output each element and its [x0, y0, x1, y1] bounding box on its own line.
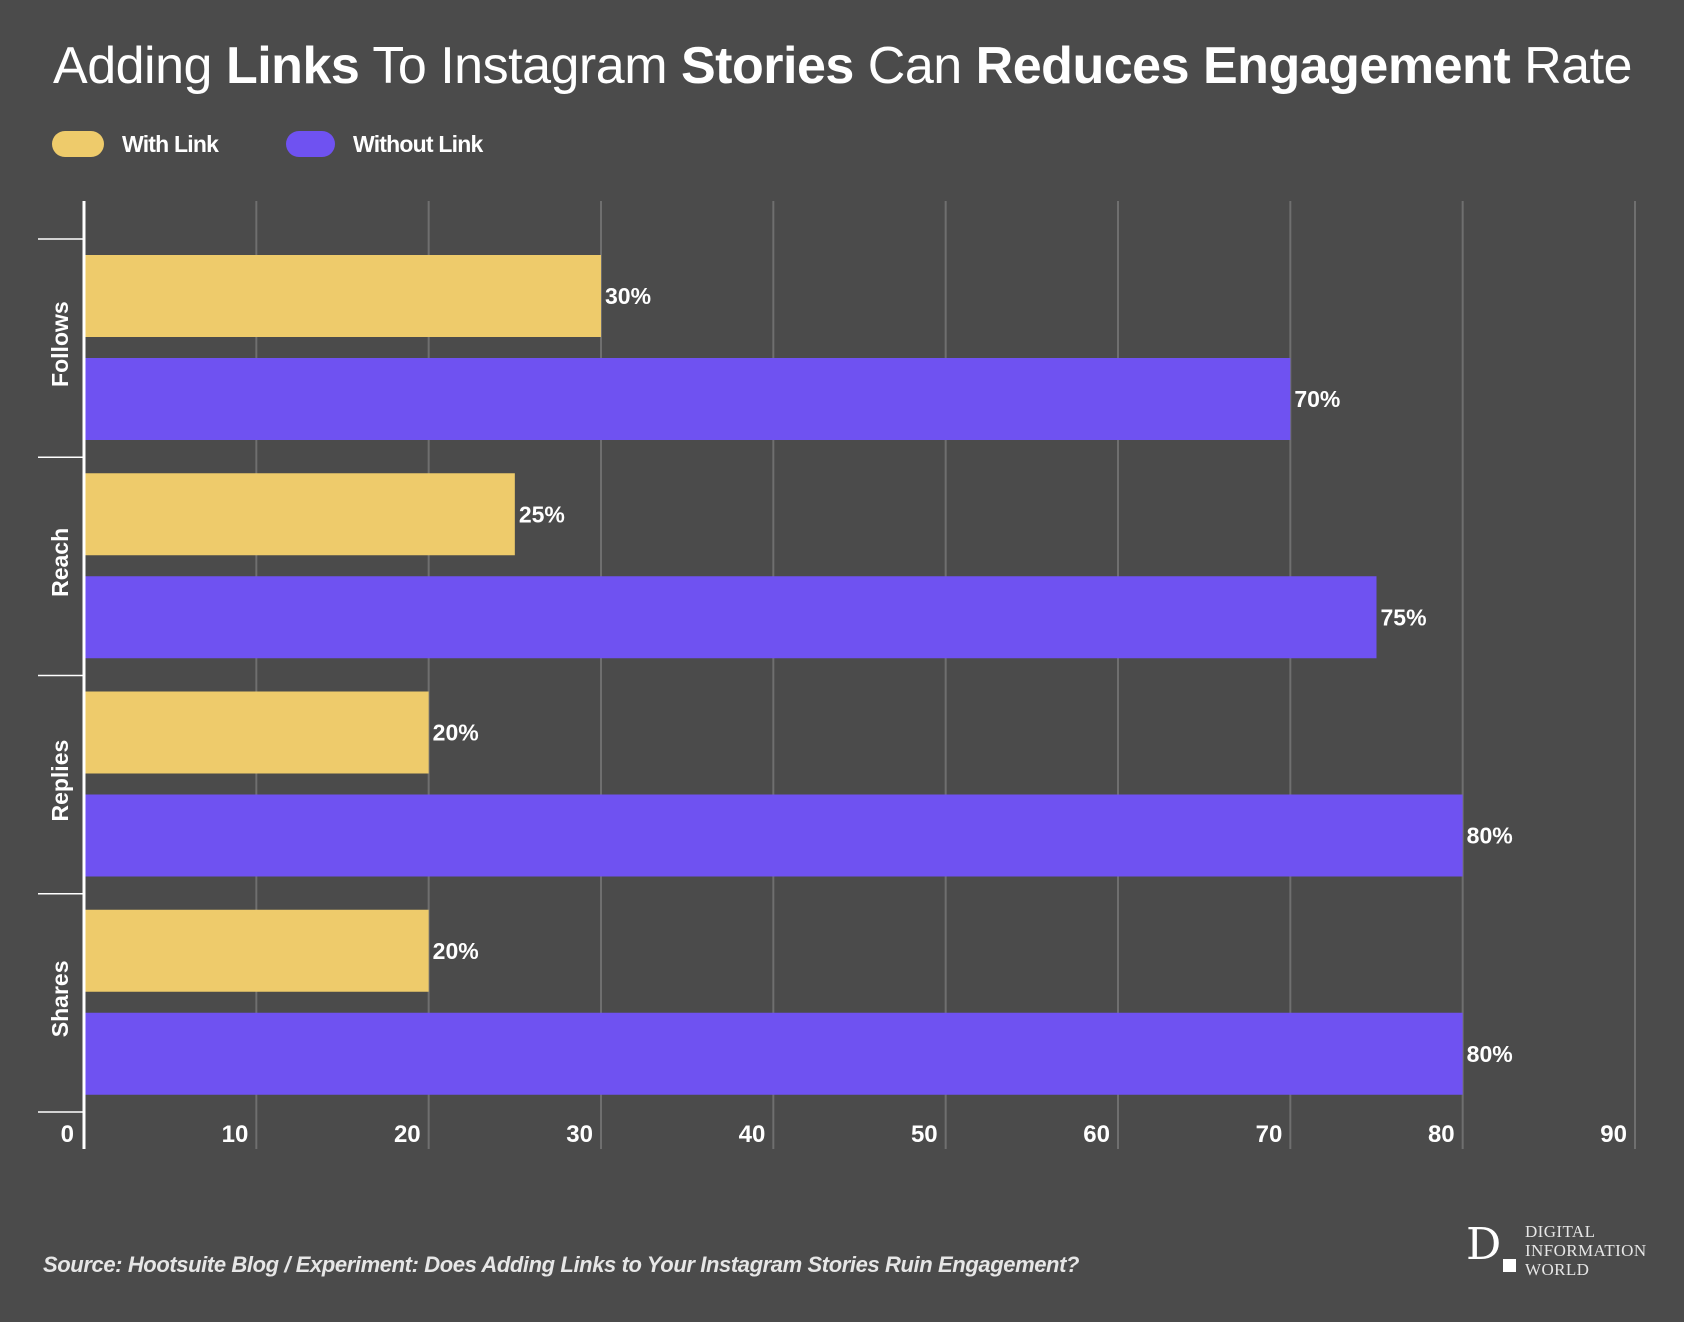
bar-value-label: 70%: [1294, 386, 1340, 412]
x-tick-label: 80: [1428, 1121, 1455, 1148]
title-part: Reduces Engagement: [975, 37, 1511, 95]
category-label: Shares: [47, 961, 73, 1038]
title-part: To Instagram: [359, 37, 681, 95]
bar-value-label: 20%: [433, 938, 479, 964]
bar-with-link: [85, 473, 515, 556]
bar-with-link: [85, 691, 429, 774]
title-part: Rate: [1510, 37, 1633, 95]
title-part: Can: [853, 37, 976, 95]
bar-with-link: [85, 255, 601, 337]
legend-label-without-link: Without Link: [353, 131, 483, 157]
gridlines: [255, 201, 1636, 1149]
source-note: Source: Hootsuite Blog / Experiment: Doe…: [43, 1252, 1080, 1277]
bar-without-link: [85, 1012, 1463, 1095]
category-label: Replies: [47, 740, 73, 822]
legend-swatch-with-link: [52, 131, 104, 157]
x-tick-label: 0: [61, 1121, 74, 1148]
bar-without-link: [85, 794, 1463, 877]
x-tick-label: 90: [1600, 1121, 1627, 1148]
x-tick-label: 70: [1256, 1121, 1283, 1148]
bar-value-label: 20%: [433, 720, 479, 746]
bar-value-labels: 30% 70% 25% 75% 20% 80% 20% 80%: [433, 283, 1513, 1067]
bar-without-link: [85, 358, 1291, 440]
legend-label-with-link: With Link: [122, 131, 219, 157]
bar-value-label: 25%: [519, 501, 565, 527]
bars: [85, 255, 1463, 1095]
x-tick-labels: 0 10 20 30 40 50 60 70 80 90: [61, 1121, 1627, 1148]
x-tick-label: 20: [394, 1121, 421, 1148]
axes: [38, 201, 86, 1149]
logo-square-icon: [1503, 1259, 1516, 1272]
bar-value-label: 75%: [1381, 604, 1427, 630]
category-label: Reach: [47, 528, 73, 597]
x-tick-label: 10: [222, 1121, 249, 1148]
logo-wordmark: DIGITAL INFORMATION WORLD: [1525, 1222, 1647, 1279]
category-labels: Follows Reach Replies Shares: [47, 301, 73, 1037]
x-tick-label: 40: [739, 1121, 766, 1148]
chart-title: Adding Links To Instagram Stories Can Re…: [53, 36, 1632, 96]
logo-line: WORLD: [1525, 1260, 1590, 1279]
bar-with-link: [85, 909, 429, 992]
category-label: Follows: [47, 301, 73, 387]
x-tick-label: 30: [566, 1121, 593, 1148]
x-tick-label: 50: [911, 1121, 938, 1148]
bar-value-label: 80%: [1467, 1041, 1513, 1067]
x-tick-label: 60: [1083, 1121, 1110, 1148]
bar-value-label: 30%: [605, 283, 651, 309]
bar-without-link: [85, 576, 1377, 659]
digital-information-world-logo: D DIGITAL INFORMATION WORLD: [1466, 1220, 1666, 1300]
legend-swatch-without-link: [286, 131, 335, 157]
logo-line: INFORMATION: [1525, 1241, 1647, 1260]
logo-mark: D: [1466, 1219, 1502, 1270]
logo-line: DIGITAL: [1525, 1222, 1596, 1241]
bar-value-label: 80%: [1467, 823, 1513, 849]
title-part: Stories: [680, 37, 854, 95]
title-part: Links: [225, 37, 360, 95]
title-part: Adding: [53, 37, 226, 95]
